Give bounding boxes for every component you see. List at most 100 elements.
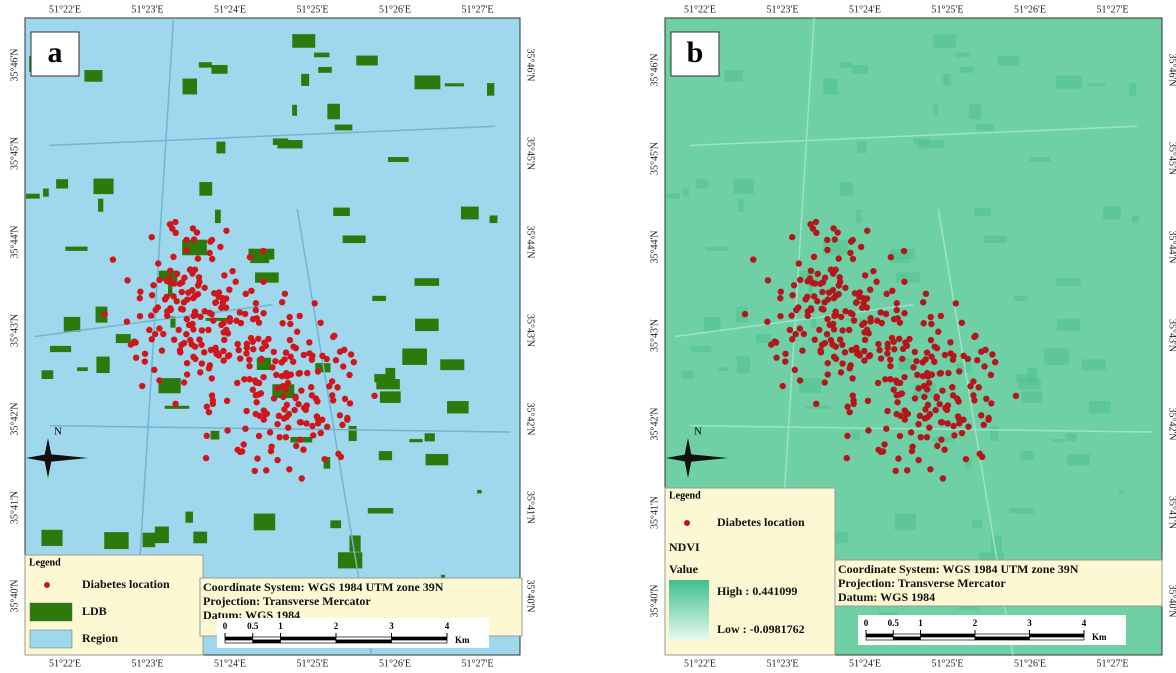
lon-tick-top: 51°22'E <box>684 4 716 15</box>
location-dot <box>315 420 321 426</box>
lon-tick-top: 51°24'E <box>849 4 881 15</box>
location-dot <box>888 254 894 260</box>
scale-seg <box>253 640 281 643</box>
land-patch <box>846 318 870 321</box>
location-dot <box>234 341 240 347</box>
location-dot <box>839 327 845 333</box>
scale-seg <box>281 637 337 640</box>
location-dot <box>150 282 156 288</box>
legend-swatch <box>30 603 72 621</box>
location-dot <box>960 353 966 359</box>
land-patch <box>955 53 970 58</box>
scale-label: 2 <box>334 621 339 631</box>
location-dot <box>237 449 243 455</box>
location-dot <box>277 434 283 440</box>
location-dot <box>811 254 817 260</box>
location-dot <box>928 314 934 320</box>
location-dot <box>878 449 884 455</box>
location-dot <box>223 228 229 234</box>
location-dot <box>152 331 158 337</box>
location-dot <box>864 327 870 333</box>
legend-title: Legend <box>29 557 61 568</box>
location-dot <box>252 468 258 474</box>
land-patch <box>380 391 401 403</box>
location-dot <box>927 411 933 417</box>
land-patch <box>725 70 743 82</box>
location-dot <box>864 295 870 301</box>
location-dot <box>226 352 232 358</box>
lon-tick-bottom: 51°23'E <box>767 658 799 669</box>
location-dot <box>197 314 203 320</box>
scale-seg <box>975 634 1030 637</box>
location-dot <box>338 454 344 460</box>
land-patch <box>1018 379 1042 389</box>
lat-tick-right: 35°46'N <box>1167 53 1176 86</box>
location-dot <box>190 225 196 231</box>
location-dot <box>243 350 249 356</box>
location-dot <box>242 426 248 432</box>
location-dot <box>293 443 299 449</box>
north-label: N <box>54 426 62 438</box>
land-patch <box>388 157 409 162</box>
location-dot <box>227 315 233 321</box>
location-dot <box>334 384 340 390</box>
location-dot <box>287 337 293 343</box>
land-patch <box>193 532 207 544</box>
location-dot <box>979 454 985 460</box>
land-patch <box>487 83 494 96</box>
location-dot <box>846 365 852 371</box>
legend-field: Value <box>669 562 699 576</box>
location-dot <box>351 359 357 365</box>
land-patch <box>461 207 479 220</box>
location-dot <box>935 329 941 335</box>
location-dot <box>206 409 212 415</box>
location-dot <box>883 426 889 432</box>
location-dot <box>279 373 285 379</box>
land-patch <box>840 62 853 67</box>
location-dot <box>884 350 890 356</box>
location-dot <box>254 455 260 461</box>
location-dot <box>897 433 903 439</box>
location-dot <box>838 314 844 320</box>
location-dot <box>928 337 934 343</box>
location-dot <box>777 295 783 301</box>
land-patch <box>1056 278 1081 286</box>
location-dot <box>842 285 848 291</box>
location-dot <box>989 351 995 357</box>
location-dot <box>292 394 298 400</box>
land-patch <box>960 67 974 73</box>
location-dot <box>899 390 905 396</box>
lat-tick-right: 35°40'N <box>1167 584 1176 617</box>
land-patch <box>976 125 994 131</box>
land-patch <box>415 319 439 331</box>
location-dot <box>197 369 203 375</box>
location-dot <box>156 277 162 283</box>
location-dot <box>340 363 346 369</box>
legend-swatch <box>44 582 50 588</box>
location-dot <box>290 359 296 365</box>
land-patch <box>914 138 929 145</box>
location-dot <box>797 377 803 383</box>
location-dot <box>824 316 830 322</box>
location-dot <box>279 320 285 326</box>
scale-label: 1 <box>918 618 923 628</box>
location-dot <box>178 342 184 348</box>
location-dot <box>201 285 207 291</box>
lat-tick-left: 35°42'N <box>649 407 660 440</box>
land-patch <box>415 75 441 89</box>
location-dot <box>797 277 803 283</box>
location-dot <box>324 424 330 430</box>
location-dot <box>223 304 229 310</box>
land-patch <box>84 70 102 82</box>
location-dot <box>824 331 830 337</box>
location-dot <box>226 286 232 292</box>
location-dot <box>817 281 823 287</box>
location-dot <box>204 404 210 410</box>
location-dot <box>280 394 286 400</box>
location-dot <box>223 327 229 333</box>
location-dot <box>950 356 956 362</box>
location-dot <box>215 294 221 300</box>
land-patch <box>857 142 866 154</box>
location-dot <box>229 268 235 274</box>
location-dot <box>102 311 108 317</box>
